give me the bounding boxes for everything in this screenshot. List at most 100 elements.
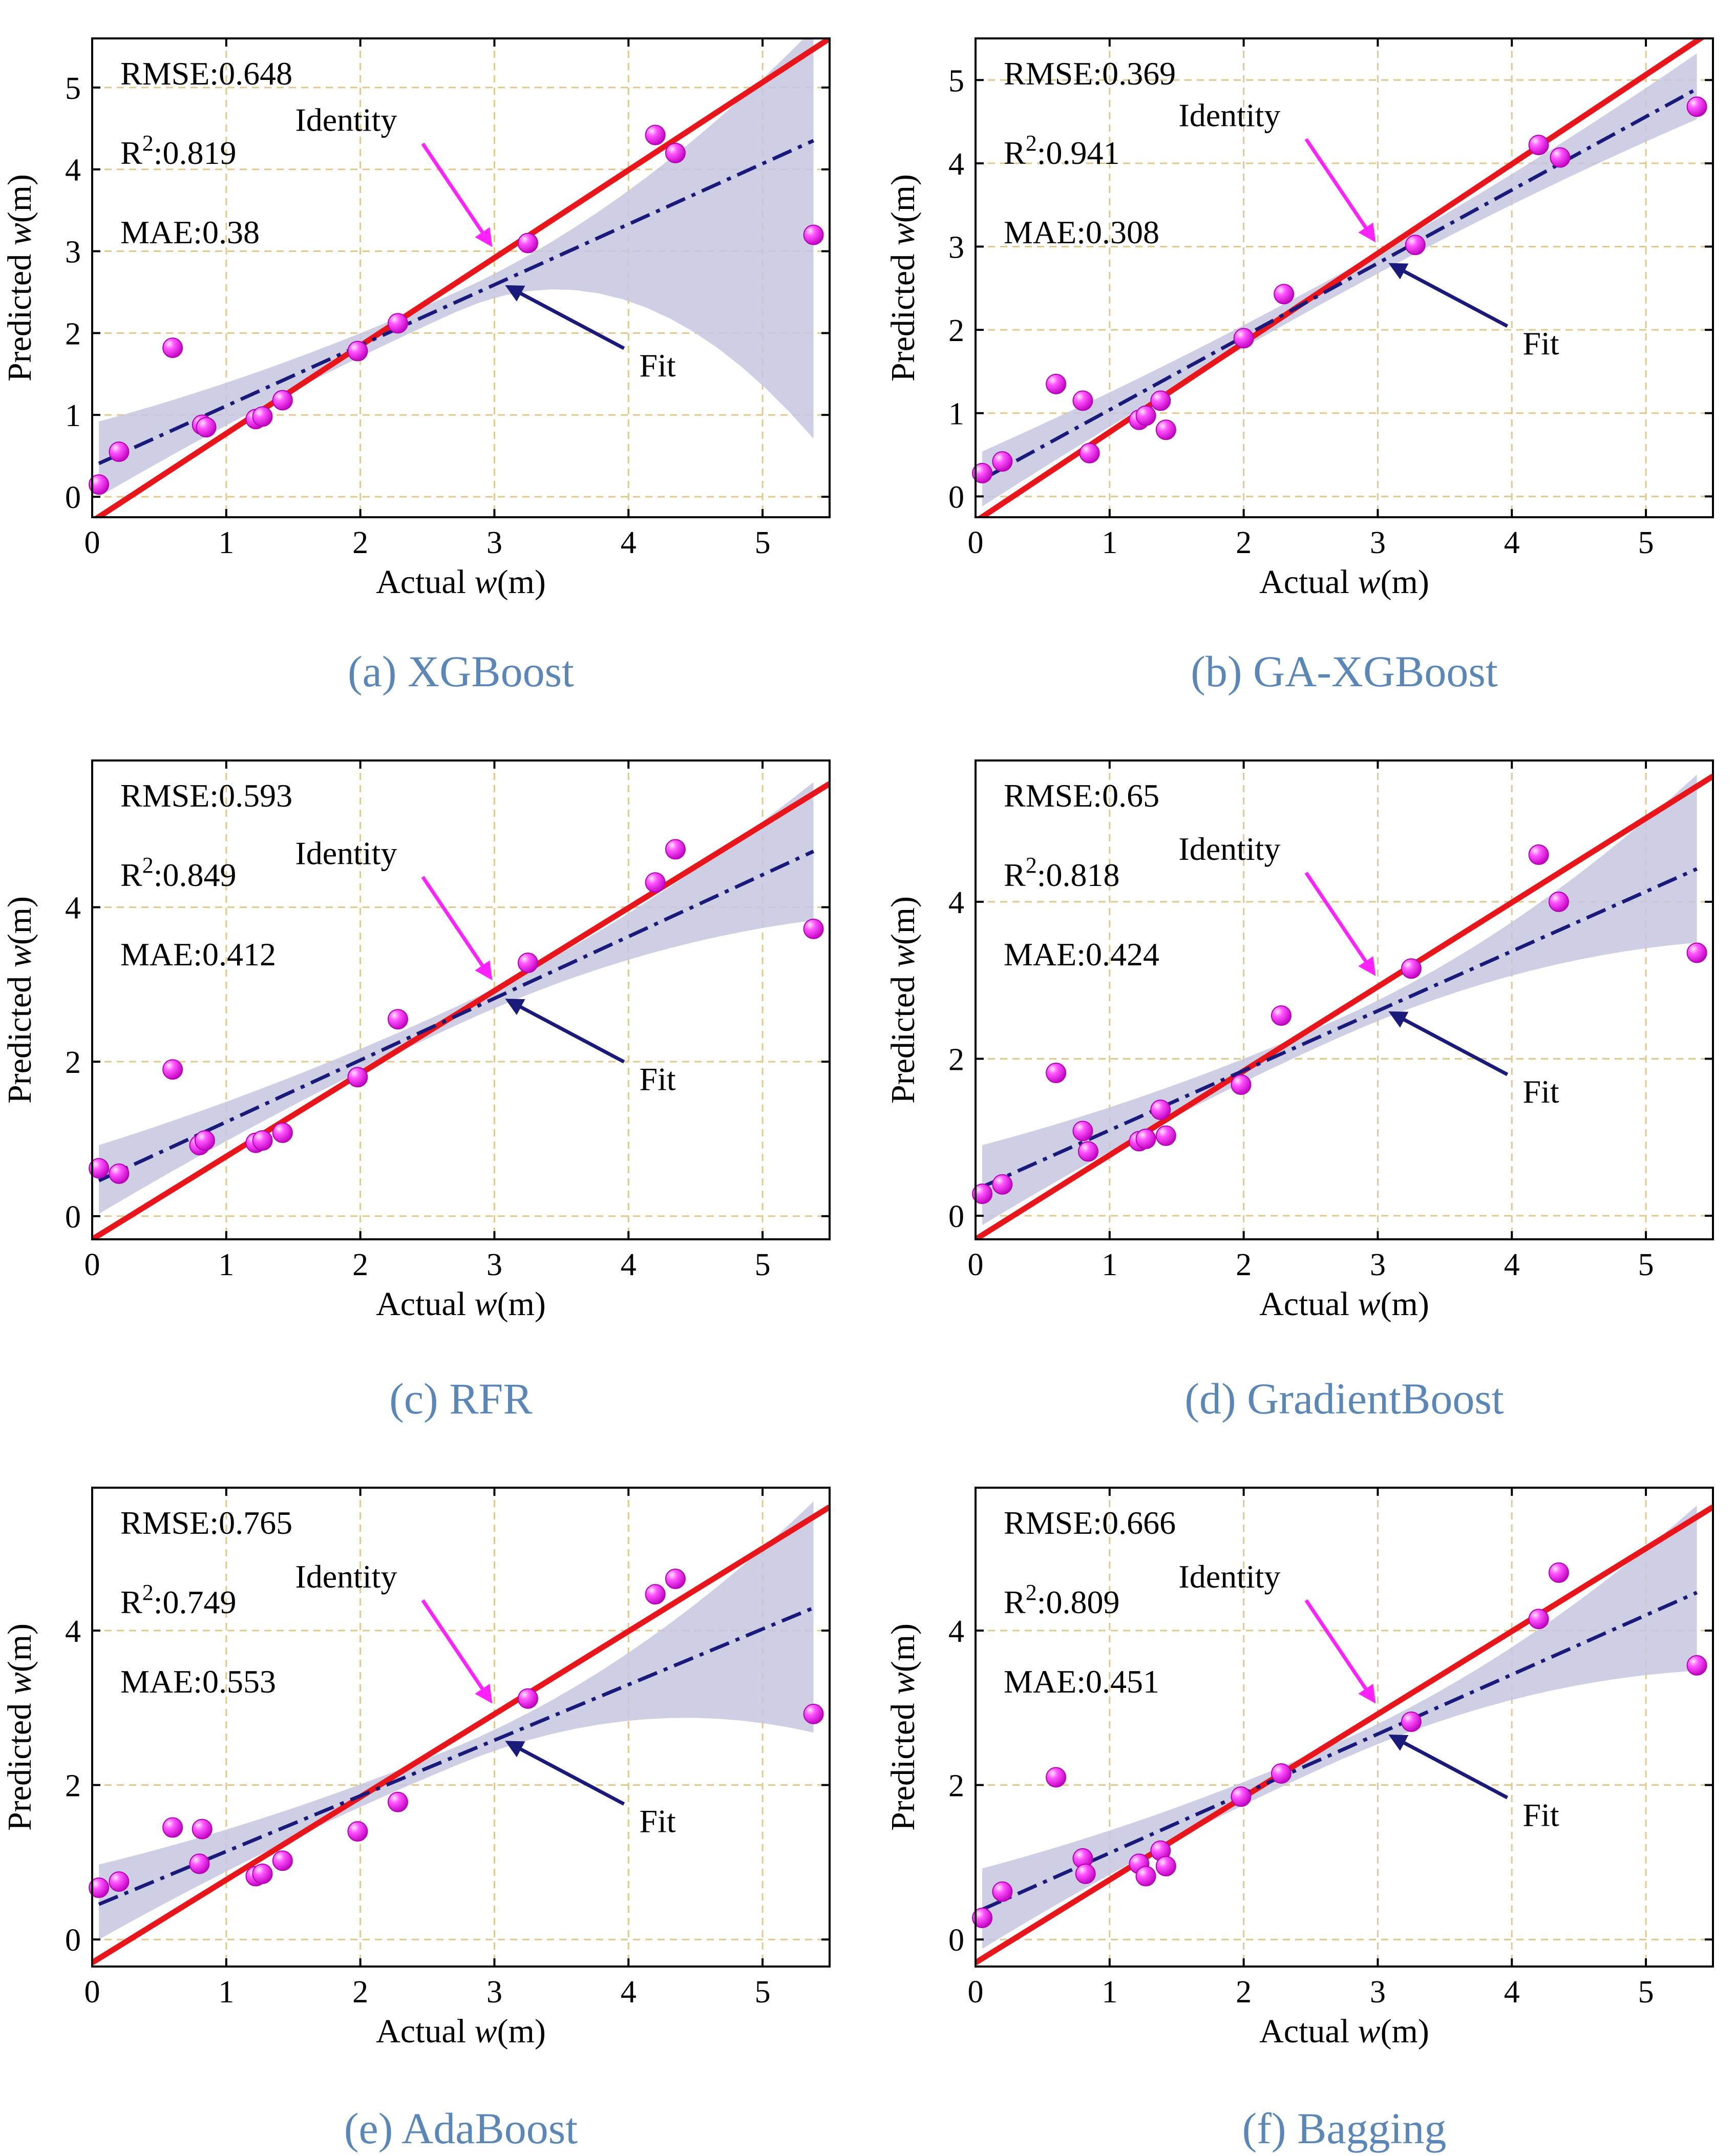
identity-arrow	[1304, 138, 1376, 243]
x-axis-title: Actual w(m)	[376, 563, 546, 601]
rmse-text: RMSE:0.666	[1004, 1505, 1176, 1541]
y-axis-title-prefix: Predicted	[1, 967, 38, 1104]
mae-label: MAE:	[1004, 936, 1086, 973]
data-point	[109, 1871, 130, 1892]
plot-frame	[91, 37, 831, 518]
plot-frame	[975, 1487, 1714, 1968]
confidence-band	[99, 1502, 814, 1940]
identity-arrow	[421, 876, 493, 981]
data-point	[1271, 1763, 1292, 1784]
mae-value: 0.308	[1086, 214, 1159, 250]
plot-area	[976, 760, 1713, 1239]
rmse-text: RMSE:0.593	[120, 777, 292, 814]
r2-separator: :	[1037, 1584, 1046, 1620]
r2-text: R2:0.818	[1004, 853, 1119, 893]
identity-annotation: Identity	[1178, 1558, 1280, 1595]
x-tick-label: 3	[486, 525, 502, 560]
confidence-band	[99, 782, 814, 1214]
x-tick-label: 3	[1370, 1248, 1386, 1282]
r2-text: R2:0.749	[120, 1580, 236, 1620]
fit-arrow	[1388, 1011, 1509, 1076]
x-tick-label: 0	[84, 525, 100, 560]
x-axis-title: Actual w(m)	[376, 2013, 546, 2050]
data-point	[162, 337, 183, 358]
data-point	[1075, 1864, 1096, 1885]
mae-value: 0.38	[202, 214, 260, 250]
y-axis-title-prefix: Predicted	[884, 967, 922, 1104]
r2-separator: :	[1037, 857, 1046, 893]
y-tick-label: 0	[65, 1200, 81, 1235]
x-axis-title-prefix: Actual	[1259, 563, 1358, 601]
x-tick-label: 2	[352, 525, 368, 560]
x-tick-label: 0	[968, 525, 984, 560]
data-point	[1548, 1562, 1569, 1583]
y-axis-title: Predicted w(m)	[1, 174, 38, 382]
data-point	[252, 1864, 273, 1885]
fit-annotation: Fit	[640, 1803, 676, 1840]
data-point	[1135, 1128, 1156, 1149]
r2-label: R	[1004, 1584, 1026, 1620]
x-tick-label: 2	[352, 1248, 368, 1282]
y-tick-label: 3	[948, 230, 964, 265]
r2-superscript: 2	[1026, 1580, 1037, 1605]
x-tick-label: 2	[1236, 525, 1252, 560]
y-axis-title: Predicted w(m)	[1, 1623, 38, 1831]
rmse-label: RMSE:	[120, 55, 219, 92]
r2-label: R	[1004, 857, 1026, 893]
r2-text: R2:0.819	[120, 131, 236, 171]
x-axis-title-var: w	[475, 563, 497, 601]
data-point	[1528, 1609, 1549, 1630]
plot-frame	[91, 759, 831, 1240]
y-tick-label: 2	[948, 1769, 964, 1804]
x-axis-title-prefix: Actual	[1259, 1285, 1358, 1323]
data-point	[992, 451, 1013, 472]
data-point	[347, 1821, 368, 1842]
data-point	[347, 341, 368, 362]
rmse-label: RMSE:	[120, 1505, 219, 1541]
data-point	[1135, 405, 1156, 426]
data-point	[1046, 1063, 1067, 1084]
r2-separator: :	[1037, 135, 1046, 171]
mae-label: MAE:	[1004, 214, 1086, 250]
fit-annotation: Fit	[1523, 1796, 1559, 1833]
y-tick-label: 0	[948, 480, 964, 515]
r2-value: 0.749	[162, 1584, 236, 1620]
data-point	[1550, 147, 1571, 168]
data-point	[665, 1568, 686, 1589]
identity-annotation: Identity	[1178, 831, 1280, 867]
data-point	[1548, 891, 1569, 912]
fit-arrow	[1388, 1734, 1509, 1800]
y-axis-title-unit: (m)	[884, 1623, 922, 1672]
x-tick-label: 4	[621, 1975, 637, 2010]
identity-line	[976, 1505, 1713, 1965]
data-point	[272, 390, 293, 411]
data-point	[387, 313, 408, 334]
data-point	[162, 1059, 183, 1080]
confidence-band	[982, 1505, 1697, 1949]
data-point	[972, 1907, 993, 1928]
y-tick-label: 4	[65, 153, 81, 188]
identity-line	[92, 1505, 830, 1965]
fit-annotation: Fit	[640, 347, 676, 384]
fit-arrow	[505, 1741, 625, 1806]
y-axis-title-var: w	[1, 223, 38, 245]
data-point	[645, 124, 666, 145]
data-point	[89, 474, 110, 495]
y-tick-label: 4	[65, 891, 81, 926]
x-tick-label: 4	[1504, 525, 1520, 560]
y-tick-label: 1	[65, 398, 81, 433]
x-tick-label: 2	[1236, 1975, 1252, 2010]
plot-area	[92, 760, 830, 1239]
data-point	[803, 1703, 824, 1724]
y-axis-title-prefix: Predicted	[1, 1695, 38, 1831]
y-axis-title-prefix: Predicted	[884, 245, 922, 382]
identity-annotation: Identity	[1178, 97, 1280, 134]
x-tick-label: 1	[218, 525, 234, 560]
mae-text: MAE:0.308	[1004, 214, 1159, 250]
y-axis-title-var: w	[1, 945, 38, 967]
y-tick-label: 0	[65, 480, 81, 515]
data-point	[1077, 1141, 1098, 1162]
data-point	[517, 953, 538, 974]
